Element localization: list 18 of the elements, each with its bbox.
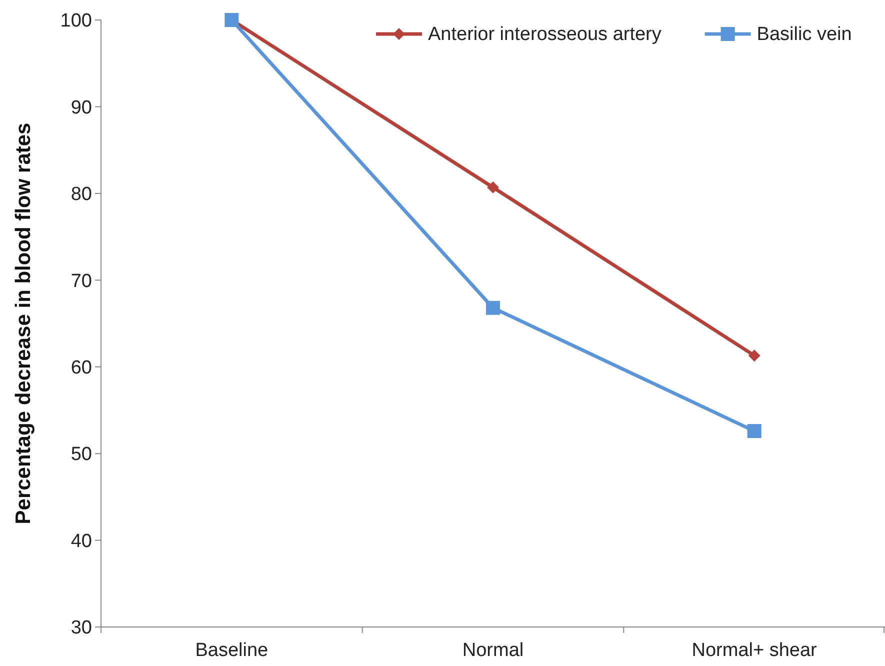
point bbox=[487, 181, 499, 194]
x-tick-label: Baseline bbox=[195, 640, 268, 661]
point bbox=[486, 300, 500, 315]
y-tick-label: 30 bbox=[70, 618, 92, 639]
y-axis-title: Percentage decrease in blood flow rates bbox=[12, 122, 35, 524]
x-tick-label: Normal bbox=[462, 640, 524, 661]
y-tick-label: 40 bbox=[70, 530, 92, 552]
point bbox=[748, 350, 760, 362]
legend-label: Basilic vein bbox=[756, 24, 852, 45]
y-tick-label: 80 bbox=[70, 184, 92, 206]
y-tick-label: 60 bbox=[70, 358, 92, 379]
y-tick-label: 70 bbox=[70, 270, 92, 292]
y-tick-label: 90 bbox=[70, 97, 92, 118]
x-tick-label: Normal+ shear bbox=[692, 640, 818, 661]
point bbox=[747, 424, 762, 438]
y-tick-label: 100 bbox=[60, 10, 92, 32]
y-tick-label: 50 bbox=[70, 444, 92, 466]
legend-label: Anterior interosseous artery bbox=[428, 24, 662, 45]
